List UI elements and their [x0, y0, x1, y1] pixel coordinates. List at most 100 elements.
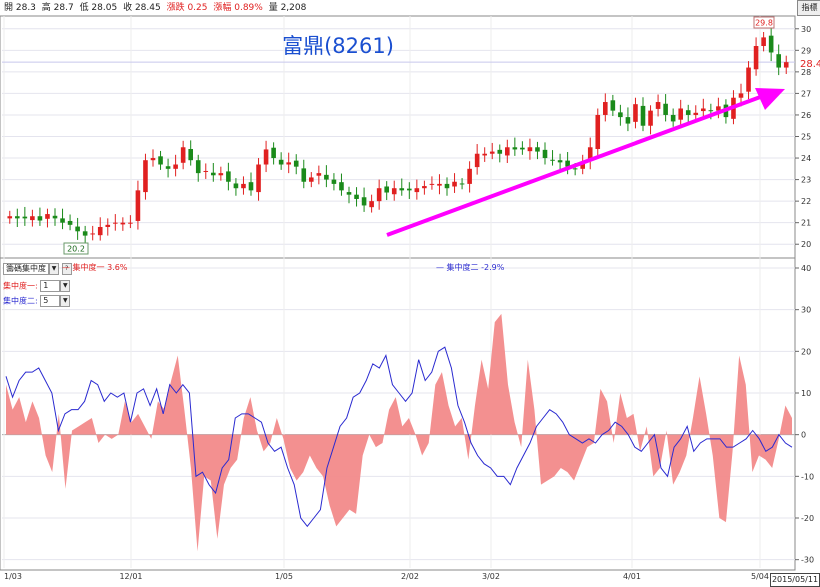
candle-body	[113, 222, 118, 224]
chevron-down-icon[interactable]: ▼	[49, 263, 59, 275]
chart-title: 富鼎(8261)	[282, 34, 394, 58]
candle-body	[188, 148, 193, 161]
high-label-box	[753, 16, 775, 29]
y-tick-label: 22	[801, 197, 811, 206]
candle-body	[482, 153, 487, 156]
candle-body	[376, 188, 382, 202]
candle-body	[278, 159, 284, 165]
close-price: 收 28.45	[123, 3, 161, 13]
help-icon[interactable]: ?	[61, 263, 72, 275]
y-tick-label: 30	[801, 25, 811, 34]
y-tick-label: -10	[801, 472, 814, 481]
price-info-bar: 開 28.3 高 28.7 低 28.05 收 28.45 漲跌 0.25 漲幅…	[0, 0, 799, 16]
candle-body	[474, 153, 480, 168]
candle-body	[354, 194, 359, 199]
candle-body	[738, 93, 744, 98]
y-tick-label: 40	[801, 264, 811, 273]
chevron-down-icon[interactable]: ▼	[60, 295, 71, 307]
y-tick-label: -20	[801, 514, 814, 523]
candle-body	[580, 162, 585, 169]
candle-body	[173, 164, 178, 169]
candle-body	[595, 114, 601, 149]
candle-body	[211, 172, 216, 176]
candle-body	[422, 186, 427, 189]
candle-body	[640, 105, 646, 126]
chevron-down-icon[interactable]: ▼	[60, 280, 71, 292]
candle-body	[30, 216, 35, 221]
indicator-select[interactable]: 籌碼集中度	[3, 263, 49, 275]
y-tick-label: 27	[801, 89, 811, 98]
candle-body	[120, 222, 126, 225]
y-tick-label: 21	[801, 219, 811, 228]
candle-body	[75, 226, 80, 232]
candle-body	[527, 147, 533, 152]
candle-body	[309, 177, 314, 182]
param1-label: 集中度一:	[3, 281, 38, 291]
candle-body	[391, 188, 397, 195]
plot-frame	[0, 15, 796, 571]
candle-body	[180, 147, 186, 163]
x-tick-label: 1/03	[4, 572, 22, 581]
candle-body	[15, 216, 20, 219]
candle-body	[753, 46, 759, 70]
candle-body	[685, 110, 691, 115]
y-tick-label: 25	[801, 133, 811, 142]
candle-body	[233, 183, 239, 189]
candle-body	[158, 156, 163, 165]
x-tick-label: 4/01	[623, 572, 641, 581]
candle-body	[618, 112, 623, 118]
candle-body	[369, 201, 374, 208]
candle-body	[489, 151, 495, 154]
price-change: 漲跌 0.25	[166, 3, 208, 13]
param1-select[interactable]: 1	[40, 280, 61, 292]
legend2-text: 集中度二 -2.9%	[446, 263, 505, 272]
param1-row: 集中度一: 1 ▼	[3, 280, 71, 292]
param2-label: 集中度二:	[3, 296, 38, 306]
high-price: 高 28.7	[41, 3, 74, 13]
legend-series-1: — 集中度一 3.6%	[62, 263, 128, 272]
candle-body	[7, 216, 13, 219]
y-tick-label: 20	[801, 347, 811, 356]
trend-arrow-line	[386, 94, 764, 237]
candle-body	[45, 214, 50, 219]
candle-body	[384, 186, 389, 193]
candle-body	[557, 160, 563, 163]
candle-body	[565, 160, 570, 167]
current-date-box: 2015/05/11	[770, 573, 820, 587]
candle-body	[708, 110, 714, 112]
candle-body	[452, 181, 457, 187]
candle-body	[678, 108, 683, 120]
low-price: 低 28.05	[79, 3, 118, 13]
volume: 量 2,208	[268, 3, 307, 13]
candle-body	[633, 104, 638, 122]
candle-body	[316, 173, 322, 176]
candle-body	[361, 197, 367, 206]
param2-row: 集中度二: 5 ▼	[3, 295, 71, 307]
candle-body	[105, 224, 111, 227]
candle-body	[701, 108, 706, 112]
last-price-label: 28.4	[800, 59, 820, 70]
x-tick-label: 3/02	[482, 572, 500, 581]
y-tick-label: 29	[801, 46, 811, 55]
candle-body	[293, 160, 299, 167]
candle-body	[444, 183, 450, 189]
candle-body	[648, 110, 653, 126]
candle-body	[550, 159, 555, 161]
series-1-area	[6, 313, 792, 552]
candle-body	[67, 220, 73, 225]
candle-body	[256, 164, 261, 193]
candle-body	[263, 149, 269, 165]
candle-body	[150, 158, 156, 161]
candle-body	[241, 183, 246, 189]
candle-body	[195, 160, 201, 174]
candle-body	[248, 182, 254, 191]
x-tick-label: 5/04	[751, 572, 769, 581]
low-label: 20.2	[67, 245, 85, 254]
candle-body	[301, 168, 307, 182]
candle-body	[399, 188, 405, 191]
y-tick-label: 28	[801, 68, 811, 77]
indicator-settings-button[interactable]: 指標設	[797, 0, 820, 16]
param2-select[interactable]: 5	[40, 295, 61, 307]
candle-body	[414, 188, 420, 193]
